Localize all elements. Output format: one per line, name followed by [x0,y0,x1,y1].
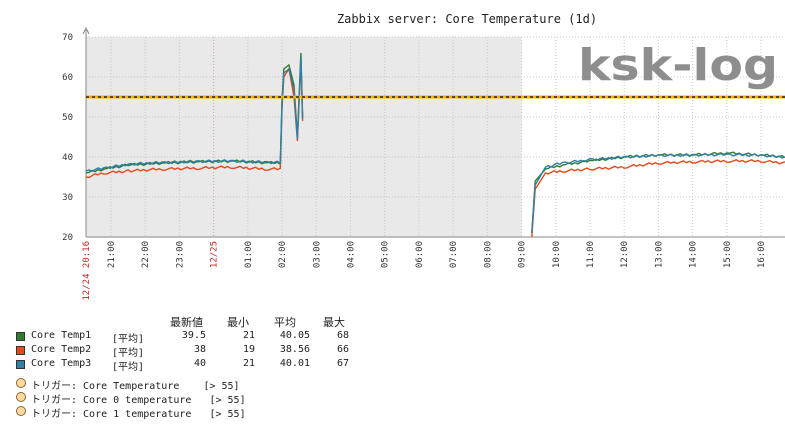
chart-area: Zabbix server: Core Temperature (1d) 20 30… [62,12,785,301]
x-tick-label: 03:00 [312,241,322,268]
legend-header-max: 最大 [323,316,345,329]
y-tick-label: 20 [62,233,73,243]
x-tick-label: 05:00 [381,241,391,268]
value-min: 21 [242,330,255,341]
value-avg: 38.56 [279,344,310,355]
series-name: Core Temp1 [31,330,92,341]
y-axis-arrow [82,26,90,35]
x-tick-label: 12:00 [620,241,630,268]
value-last: 39.5 [181,330,206,341]
value-max: 66 [336,344,349,355]
series-color-swatch [16,346,25,355]
value-max: 67 [336,358,349,369]
series-name: Core Temp2 [31,344,92,355]
watermark-logo: ksk-log [578,40,778,91]
y-tick-label: 30 [62,193,73,203]
series-line [85,60,304,179]
series-line [85,56,304,173]
x-tick-label: 10:00 [552,241,562,268]
trigger-label: トリガー: Core 0 temperature [> 55] [31,395,246,406]
legend-header-avg: 平均 [274,316,296,329]
value-avg: 40.01 [279,358,310,369]
trigger-icon [16,406,26,416]
value-min: 19 [242,344,255,355]
chart-title: Zabbix server: Core Temperature (1d) [337,12,597,26]
x-tick-label: 16:00 [757,241,767,268]
series-color-swatch [16,360,25,369]
trigger-icon [16,378,26,388]
value-max: 68 [336,330,349,341]
x-tick-label: 06:00 [415,241,425,268]
series-function: [平均] [112,348,145,359]
value-avg: 40.05 [279,330,310,341]
x-tick-label: 14:00 [689,241,699,268]
value-last: 40 [193,358,206,369]
series-line [85,52,304,174]
y-tick-label: 70 [62,33,73,43]
y-tick-label: 50 [62,113,73,123]
trigger-icon [16,392,26,402]
series-color-swatch [16,332,25,341]
legend-header-min: 最小 [227,316,249,329]
x-tick-label: 04:00 [346,241,356,268]
series-line [531,152,785,234]
y-tick-label: 60 [62,73,73,83]
x-tick-label: 08:00 [483,241,493,268]
x-tick-label: 15:00 [723,241,733,268]
series-function: [平均] [112,362,145,373]
series-function: [平均] [112,334,145,345]
x-tick-label: 02:00 [278,241,288,268]
shaded-region [86,37,522,237]
trigger-label: トリガー: Core Temperature [> 55] [31,381,240,392]
value-last: 38 [193,344,206,355]
x-tick-label: 23:00 [175,241,185,268]
x-tick-label: 12/25 [210,241,220,268]
x-tick-label: 22:00 [141,241,151,268]
series-name: Core Temp3 [31,358,92,369]
x-tick-label: 21:00 [107,241,117,268]
x-tick-label: 09:00 [518,241,528,268]
x-tick-label: 13:00 [654,241,664,268]
x-tick-label: 01:00 [244,241,254,268]
legend-header-last: 最新値 [170,316,203,329]
trigger-label: トリガー: Core 1 temperature [> 55] [31,409,246,420]
x-tick-label: 07:00 [449,241,459,268]
value-min: 21 [242,358,255,369]
x-tick-label: 11:00 [586,241,596,268]
series-line [531,159,785,238]
y-tick-label: 40 [62,153,73,163]
x-tick-label: 12/24 20:16 [82,241,92,301]
